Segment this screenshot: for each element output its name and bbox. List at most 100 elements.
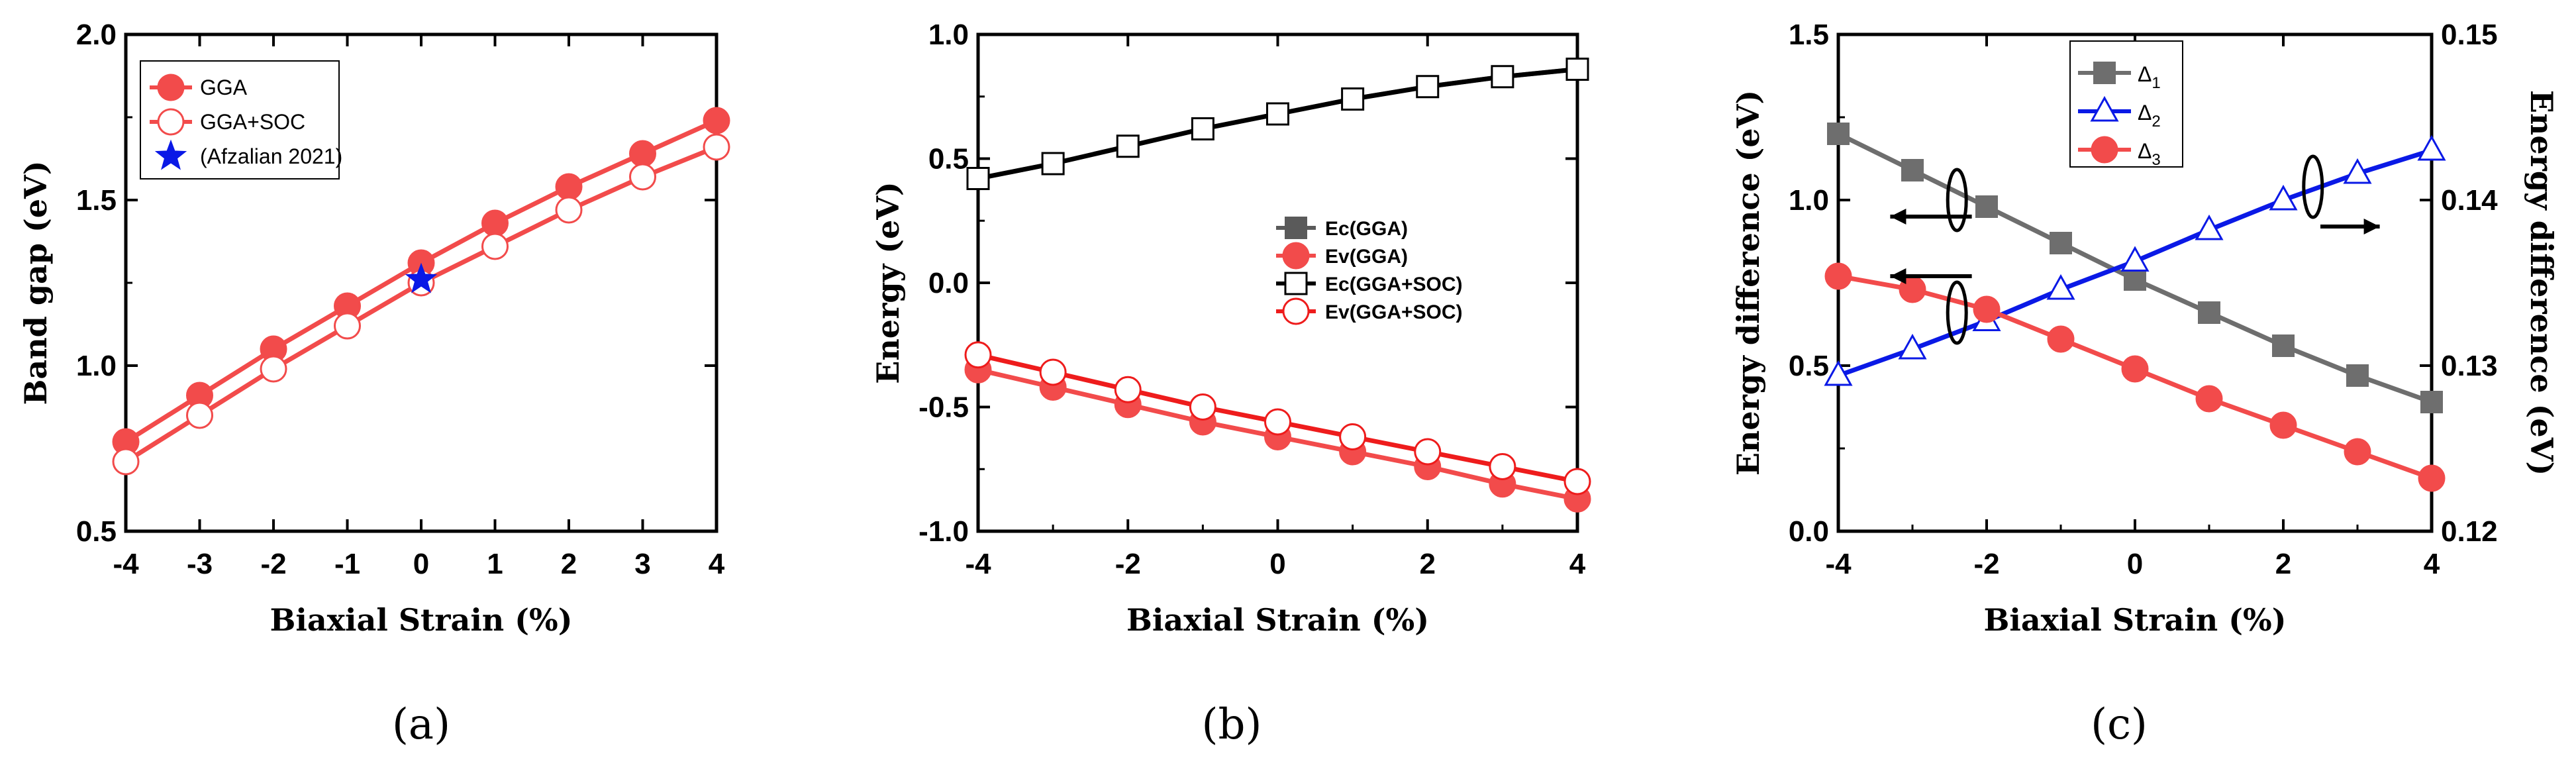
legend-label: (Afzalian 2021) — [200, 144, 342, 168]
indicator-ellipse-delta2 — [2302, 154, 2324, 219]
y-tick-label: 1.0 — [76, 350, 117, 382]
data-point — [2195, 214, 2224, 240]
panel-c: -4 -2 0 2 4 0.0 0.5 1.0 1.5 0.12 0.13 0.14 0.15 Biaxi… — [1730, 19, 2559, 638]
legend-label: Ev(GGA) — [1325, 246, 1408, 268]
data-point — [2417, 134, 2446, 161]
y-tick-label: 0.5 — [928, 143, 969, 176]
x-tick-label: 2 — [1420, 548, 1436, 580]
legend-marker — [154, 139, 187, 170]
arrow-right-delta2-head — [2363, 219, 2380, 234]
legend-marker — [157, 74, 185, 101]
x-tick-label: -2 — [260, 548, 286, 580]
data-point — [2121, 355, 2149, 383]
y-tick-label: 1.0 — [928, 19, 969, 51]
data-point — [2344, 438, 2371, 466]
x-tick-label: -2 — [1973, 548, 1999, 580]
data-point — [1341, 87, 1365, 111]
data-point — [1565, 58, 1589, 81]
series-ev-gga-soc- — [964, 341, 1591, 495]
indicator-ellipse-delta3 — [1946, 280, 1968, 345]
x-tick-label: 4 — [1569, 548, 1586, 580]
legend-label-sub: 2 — [2152, 113, 2160, 130]
legend-label-sub: 1 — [2152, 74, 2160, 92]
x-tick-label: -4 — [965, 548, 991, 580]
legend: Δ1 Δ2 Δ3 — [2069, 40, 2183, 169]
x-tick-label: 1 — [487, 548, 503, 580]
y-tick-label: -1.0 — [918, 515, 969, 548]
series--1 — [1827, 123, 2443, 413]
x-axis-title: Biaxial Strain (%) — [1983, 602, 2286, 638]
y-right-tick-label: 0.14 — [2441, 184, 2498, 217]
panel-label: (a) — [392, 700, 450, 749]
data-point — [112, 448, 140, 476]
data-point — [2420, 391, 2443, 413]
data-point — [2046, 274, 2075, 300]
legend-label: Δ1 — [2138, 62, 2161, 92]
data-point — [2272, 334, 2295, 357]
legend-marker — [1282, 297, 1310, 325]
legend-label-base: Δ — [2138, 101, 2152, 125]
y-tick-label: 0.0 — [1789, 515, 1829, 548]
y-tick-label: 0.0 — [928, 267, 969, 299]
y-right-tick-label: 0.12 — [2441, 515, 2498, 548]
legend: GGA GGA+SOC (Afzalian 2021) — [140, 60, 342, 179]
x-tick-label: 0 — [413, 548, 429, 580]
data-point — [1973, 295, 2001, 323]
data-point — [260, 355, 287, 383]
data-point — [1975, 195, 1998, 218]
data-point — [1039, 358, 1067, 386]
data-point — [481, 232, 509, 260]
axis-indicators — [1890, 154, 2380, 345]
y-tick-label: 2.0 — [76, 19, 117, 51]
x-tick-label: -2 — [1115, 548, 1141, 580]
data-point — [629, 163, 656, 191]
data-point — [2050, 232, 2072, 254]
series--afzalian-2021- — [405, 262, 438, 293]
x-axis-title: Biaxial Strain (%) — [270, 602, 572, 638]
legend-marker — [1284, 272, 1308, 295]
data-point — [1189, 393, 1216, 421]
y-tick-label: 1.5 — [76, 184, 117, 217]
x-tick-label: 4 — [2424, 548, 2440, 580]
legend-label: GGA+SOC — [200, 110, 305, 134]
y-axis-title: Energy difference (eV) — [1730, 90, 1766, 476]
data-point — [405, 262, 438, 293]
data-point — [2269, 411, 2297, 439]
data-point — [1898, 333, 1927, 360]
data-point — [966, 167, 990, 190]
x-tick-label: 3 — [634, 548, 650, 580]
legend-label: GGA — [200, 76, 248, 99]
x-tick-label: 2 — [2275, 548, 2291, 580]
x-tick-label: -1 — [334, 548, 360, 580]
y-tick-label: 1.5 — [1789, 19, 1829, 51]
data-point — [1563, 468, 1591, 495]
data-point — [1041, 152, 1065, 176]
legend-marker — [2093, 62, 2116, 84]
series-gga-soc — [112, 133, 730, 476]
legend: Ec(GGA) Ev(GGA) Ec(GGA+SOC) Ev(GGA+SOC) — [1276, 217, 1463, 325]
data-point — [1414, 438, 1442, 466]
data-point — [1114, 376, 1142, 403]
y-tick-label: 0.5 — [76, 515, 117, 548]
y-tick-label: 0.5 — [1789, 350, 1829, 382]
panel-b: -4 -2 0 2 4 -1.0 -0.5 0.0 0.5 1.0 Biaxial Strain (… — [870, 19, 1591, 638]
x-axis-title: Biaxial Strain (%) — [1126, 602, 1429, 638]
legend-marker — [1282, 242, 1310, 270]
data-point — [1824, 360, 1853, 386]
x-tick-label: 0 — [2127, 548, 2143, 580]
data-point — [1491, 65, 1514, 89]
data-point — [703, 133, 730, 161]
data-point — [703, 107, 730, 134]
data-point — [481, 209, 509, 237]
data-point — [1191, 117, 1214, 140]
panel-a: -4 -3 -2 -1 0 1 2 3 4 0.5 1.0 1.5 2.0 Biaxial Strain … — [18, 19, 730, 638]
legend-label: Ec(GGA) — [1325, 218, 1408, 240]
data-point — [1416, 75, 1440, 99]
data-point — [2124, 268, 2146, 291]
y-right-tick-label: 0.13 — [2441, 350, 2498, 382]
legend-label-sub: 3 — [2152, 151, 2160, 169]
data-point — [2418, 464, 2446, 492]
legend-label: Δ3 — [2138, 139, 2161, 169]
x-tick-label: -4 — [1825, 548, 1852, 580]
legend-label: Ec(GGA+SOC) — [1325, 274, 1463, 295]
